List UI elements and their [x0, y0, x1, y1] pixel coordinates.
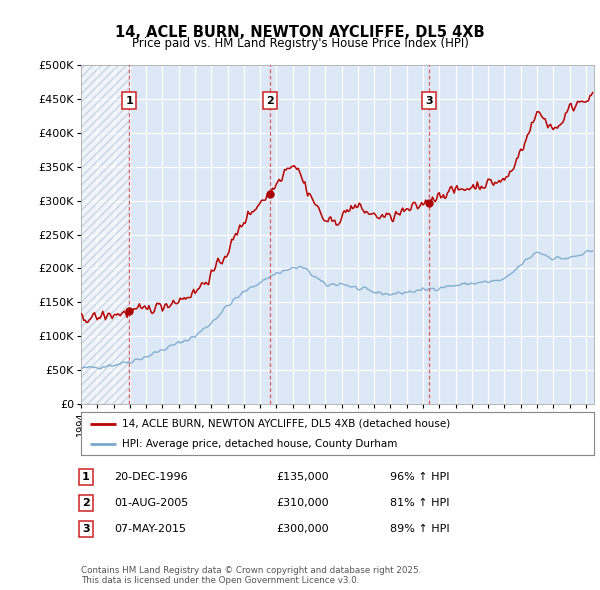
- Text: 3: 3: [425, 96, 433, 106]
- Text: 20-DEC-1996: 20-DEC-1996: [114, 472, 188, 481]
- Text: 89% ↑ HPI: 89% ↑ HPI: [390, 524, 449, 533]
- Text: 07-MAY-2015: 07-MAY-2015: [114, 524, 186, 533]
- Text: £135,000: £135,000: [276, 472, 329, 481]
- Text: Price paid vs. HM Land Registry's House Price Index (HPI): Price paid vs. HM Land Registry's House …: [131, 37, 469, 50]
- Text: 3: 3: [82, 524, 89, 533]
- Text: 96% ↑ HPI: 96% ↑ HPI: [390, 472, 449, 481]
- Text: 14, ACLE BURN, NEWTON AYCLIFFE, DL5 4XB (detached house): 14, ACLE BURN, NEWTON AYCLIFFE, DL5 4XB …: [122, 419, 450, 428]
- Text: Contains HM Land Registry data © Crown copyright and database right 2025.
This d: Contains HM Land Registry data © Crown c…: [81, 566, 421, 585]
- Text: 1: 1: [82, 472, 89, 481]
- Text: 1: 1: [125, 96, 133, 106]
- Text: HPI: Average price, detached house, County Durham: HPI: Average price, detached house, Coun…: [122, 440, 397, 449]
- Text: £310,000: £310,000: [276, 498, 329, 507]
- Text: 2: 2: [266, 96, 274, 106]
- Bar: [81, 65, 130, 404]
- Text: 81% ↑ HPI: 81% ↑ HPI: [390, 498, 449, 507]
- Text: 01-AUG-2005: 01-AUG-2005: [114, 498, 188, 507]
- Text: £300,000: £300,000: [276, 524, 329, 533]
- Text: 14, ACLE BURN, NEWTON AYCLIFFE, DL5 4XB: 14, ACLE BURN, NEWTON AYCLIFFE, DL5 4XB: [115, 25, 485, 40]
- Text: 2: 2: [82, 498, 89, 507]
